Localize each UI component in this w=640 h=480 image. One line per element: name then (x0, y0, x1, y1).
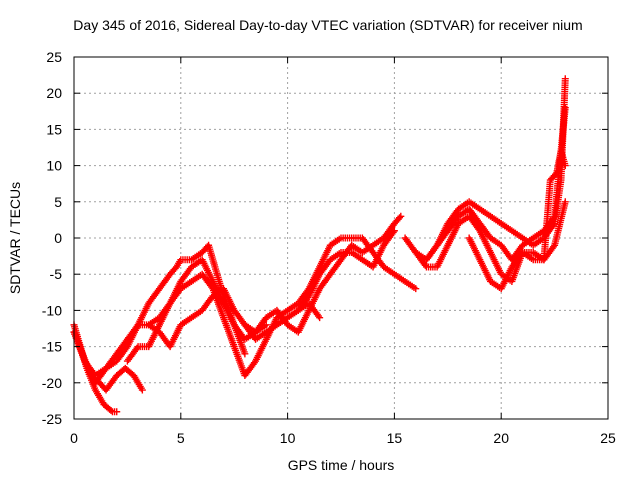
data-point (314, 312, 322, 320)
series-track-m (465, 147, 569, 293)
data-point (561, 162, 569, 170)
data-points (70, 75, 569, 416)
data-point (412, 285, 420, 293)
data-point (549, 214, 557, 222)
y-tick-label: -10 (42, 302, 62, 318)
x-tick-label: 20 (493, 430, 509, 446)
data-point (133, 344, 141, 352)
y-tick-label: -25 (42, 411, 62, 427)
grid-lines (74, 57, 608, 419)
x-tick-label: 10 (280, 430, 296, 446)
data-point (389, 228, 397, 236)
y-tick-label: 20 (46, 85, 62, 101)
x-tick-label: 25 (600, 430, 616, 446)
data-point (262, 321, 270, 329)
x-tick-label: 0 (70, 430, 78, 446)
data-point (133, 322, 141, 330)
data-point (113, 408, 121, 416)
y-tick-label: -20 (42, 375, 62, 391)
y-tick-label: 0 (54, 230, 62, 246)
y-axis-label: SDTVAR / TECUs (7, 182, 23, 294)
data-point (390, 227, 398, 235)
y-tick-label: -5 (50, 266, 63, 282)
data-point (397, 212, 405, 220)
y-tick-label: 10 (46, 158, 62, 174)
series-track-i (294, 227, 398, 314)
chart-title: Day 345 of 2016, Sidereal Day-to-day VTE… (73, 17, 582, 33)
tick-labels: 0 5 10 15 20 25 -25 -20 -15 -10 -5 0 5 10 15 20 25 (42, 49, 616, 446)
y-tick-label: 5 (54, 194, 62, 210)
axis-ticks (73, 56, 609, 420)
data-point (421, 261, 429, 269)
x-tick-label: 5 (177, 430, 185, 446)
data-point (241, 350, 249, 358)
series-track-h (273, 234, 420, 322)
data-point (561, 75, 569, 83)
data-point (396, 214, 404, 222)
data-point (561, 198, 569, 206)
data-point (561, 104, 569, 112)
x-axis-label: GPS time / hours (288, 457, 395, 473)
data-point (138, 386, 146, 394)
y-tick-label: 15 (46, 121, 62, 137)
data-point (549, 243, 557, 251)
data-point (316, 314, 324, 322)
y-tick-label: 25 (46, 49, 62, 65)
y-tick-label: -15 (42, 339, 62, 355)
data-point (107, 407, 115, 415)
data-point (208, 283, 216, 291)
x-tick-label: 15 (387, 430, 403, 446)
data-point (549, 221, 557, 229)
